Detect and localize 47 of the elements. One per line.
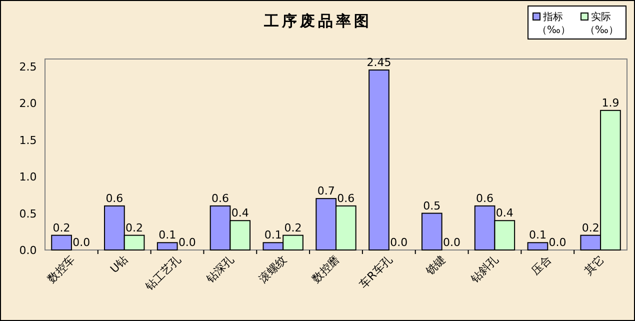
x-tick-label: 其它 bbox=[582, 252, 607, 278]
data-label: 0.6 bbox=[337, 192, 355, 205]
data-label: 0.1 bbox=[528, 228, 546, 242]
x-tick-label: 滚螺纹 bbox=[256, 252, 290, 286]
x-tick-label: U钻 bbox=[108, 252, 130, 276]
data-label: 0.0 bbox=[442, 236, 460, 249]
x-tick-label: 钻斜孔 bbox=[468, 252, 501, 286]
data-label: 1.9 bbox=[602, 96, 620, 110]
data-label: 0.5 bbox=[423, 199, 441, 212]
x-tick-label: 压合 bbox=[529, 252, 554, 278]
data-label: 0.2 bbox=[284, 221, 302, 234]
data-label: 0.1 bbox=[158, 228, 176, 242]
data-label: 0.2 bbox=[126, 221, 144, 234]
bar bbox=[51, 234, 72, 250]
data-label: 0.0 bbox=[390, 236, 408, 249]
y-tick-label: 2.5 bbox=[19, 60, 37, 74]
data-label: 0.1 bbox=[264, 228, 282, 242]
x-tick-label: 钻工艺孔 bbox=[142, 252, 184, 294]
x-tick-label: 车R车孔 bbox=[357, 252, 396, 291]
bar bbox=[368, 70, 390, 250]
y-tick-label: 1.0 bbox=[19, 170, 37, 184]
data-label: 0.2 bbox=[582, 221, 600, 234]
data-label: 0.7 bbox=[317, 184, 335, 198]
x-tick-label: 数控磨 bbox=[310, 252, 342, 286]
x-tick-label: 数控车 bbox=[45, 252, 78, 286]
bar bbox=[156, 242, 178, 250]
data-label: 0.6 bbox=[106, 192, 124, 205]
legend-label: 实际（‰） bbox=[585, 11, 618, 36]
y-tick-label: 2.0 bbox=[19, 97, 37, 110]
data-label: 0.2 bbox=[52, 221, 70, 234]
data-label: 0.6 bbox=[212, 192, 230, 205]
x-tick-label: 铣键 bbox=[422, 252, 448, 278]
x-tick-label: 钻深孔 bbox=[203, 252, 236, 286]
data-label: 0.0 bbox=[548, 236, 566, 249]
y-tick-label: 0.0 bbox=[19, 244, 37, 257]
chart-title: 工序废品率图 bbox=[263, 12, 372, 30]
bar bbox=[421, 212, 442, 250]
data-label: 0.6 bbox=[476, 192, 494, 205]
data-label: 0.0 bbox=[178, 236, 196, 249]
bar bbox=[527, 242, 548, 250]
data-label: 2.45 bbox=[366, 56, 392, 70]
legend-label: 指标（‰） bbox=[537, 11, 570, 36]
data-label: 0.4 bbox=[231, 206, 249, 220]
y-tick-label: 0.5 bbox=[19, 207, 37, 220]
y-tick-label: 1.5 bbox=[19, 134, 37, 147]
data-label: 0.4 bbox=[496, 206, 514, 220]
data-label: 0.0 bbox=[72, 236, 90, 249]
